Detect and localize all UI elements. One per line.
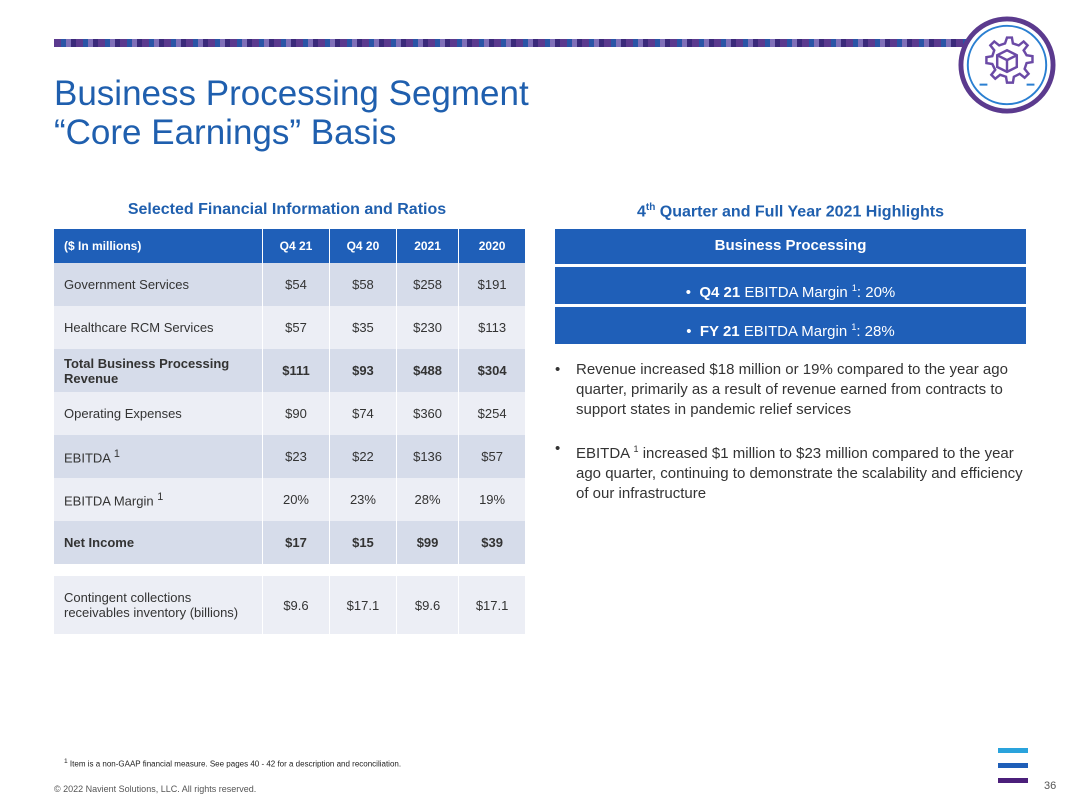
row-label-text: EBITDA bbox=[64, 450, 111, 466]
heading-suffix: th bbox=[645, 202, 656, 213]
title-line-1: Business Processing Segment bbox=[54, 74, 529, 113]
cell: $17.1 bbox=[458, 576, 526, 634]
cell: $254 bbox=[458, 392, 526, 435]
table-row: Government Services $54 $58 $258 $191 bbox=[54, 263, 526, 306]
decorative-stripe bbox=[54, 39, 966, 47]
page-title: Business Processing Segment “Core Earnin… bbox=[54, 74, 529, 152]
cell: $17.1 bbox=[329, 576, 397, 634]
heading-text: Quarter and Full Year 2021 Highlights bbox=[655, 203, 945, 221]
cell: $230 bbox=[396, 306, 460, 349]
cell: $113 bbox=[458, 306, 526, 349]
metric-label: EBITDA Margin bbox=[740, 284, 852, 301]
cell: $191 bbox=[458, 263, 526, 306]
row-label-text: EBITDA Margin bbox=[64, 493, 154, 509]
footnote-marker: 1 bbox=[157, 490, 164, 503]
cell: $17 bbox=[262, 521, 330, 564]
cell: $74 bbox=[329, 392, 397, 435]
column-header: Q4 20 bbox=[329, 229, 397, 263]
highlight-box-fy: • FY 21 EBITDA Margin 1: 28% bbox=[555, 307, 1026, 344]
table-spacer bbox=[54, 564, 526, 576]
metric-label: EBITDA Margin bbox=[739, 323, 852, 340]
table-row: Contingent collections receivables inven… bbox=[54, 576, 526, 634]
row-label: Operating Expenses bbox=[54, 392, 263, 435]
cell: $93 bbox=[329, 349, 397, 392]
brand-bar bbox=[998, 748, 1028, 753]
gear-cube-icon bbox=[958, 16, 1056, 114]
brand-bars-icon bbox=[998, 748, 1028, 793]
cell: $99 bbox=[396, 521, 460, 564]
table-row: EBITDA Margin 1 20% 23% 28% 19% bbox=[54, 478, 526, 521]
table-row: Operating Expenses $90 $74 $360 $254 bbox=[54, 392, 526, 435]
cell: $360 bbox=[396, 392, 460, 435]
cell: $136 bbox=[396, 435, 460, 478]
row-label: Healthcare RCM Services bbox=[54, 306, 263, 349]
column-header: Q4 21 bbox=[262, 229, 330, 263]
cell: $9.6 bbox=[262, 576, 330, 634]
highlight-box-q4: • Q4 21 EBITDA Margin 1: 20% bbox=[555, 267, 1026, 304]
cell: $58 bbox=[329, 263, 397, 306]
row-label: Net Income bbox=[54, 521, 263, 564]
cell: $35 bbox=[329, 306, 397, 349]
row-label: EBITDA 1 bbox=[54, 435, 263, 478]
cell: $488 bbox=[396, 349, 460, 392]
cell: $57 bbox=[262, 306, 330, 349]
brand-bar bbox=[998, 778, 1028, 783]
page-number: 36 bbox=[1044, 780, 1057, 792]
copyright: © 2022 Navient Solutions, LLC. All right… bbox=[54, 784, 257, 794]
highlight-box-title: Business Processing bbox=[555, 229, 1026, 264]
brand-bar bbox=[998, 763, 1028, 768]
table-heading: Selected Financial Information and Ratio… bbox=[127, 201, 447, 218]
bullet-ebitda: EBITDA 1 increased $1 million to $23 mil… bbox=[555, 439, 1025, 504]
metric-value: : 20% bbox=[856, 284, 896, 301]
cell: $15 bbox=[329, 521, 397, 564]
row-label: Government Services bbox=[54, 263, 263, 306]
title-line-2: “Core Earnings” Basis bbox=[54, 113, 397, 152]
cell: $57 bbox=[458, 435, 526, 478]
column-header: ($ In millions) bbox=[54, 229, 263, 263]
footnote-text: Item is a non-GAAP financial measure. Se… bbox=[67, 759, 402, 769]
period-label: FY 21 bbox=[699, 323, 740, 340]
footnote-marker: 1 bbox=[851, 322, 857, 332]
cell: $22 bbox=[329, 435, 397, 478]
footnote: 1 Item is a non-GAAP financial measure. … bbox=[64, 758, 401, 769]
table-row: Total Business Processing Revenue $111 $… bbox=[54, 349, 526, 392]
cell: 20% bbox=[262, 478, 330, 521]
highlights-bullets: Revenue increased $18 million or 19% com… bbox=[555, 360, 1025, 523]
cell: $111 bbox=[262, 349, 330, 392]
bullet-revenue: Revenue increased $18 million or 19% com… bbox=[555, 360, 1025, 420]
financial-table: ($ In millions) Q4 21 Q4 20 2021 2020 Go… bbox=[54, 229, 526, 634]
period-label: Q4 21 bbox=[699, 284, 741, 301]
cell: 23% bbox=[329, 478, 397, 521]
cell: $9.6 bbox=[396, 576, 460, 634]
table-row: Healthcare RCM Services $57 $35 $230 $11… bbox=[54, 306, 526, 349]
footnote-marker: 1 bbox=[113, 447, 120, 460]
column-header: 2021 bbox=[396, 229, 460, 263]
table-row: Net Income $17 $15 $99 $39 bbox=[54, 521, 526, 564]
metric-value: : 28% bbox=[856, 323, 895, 340]
cell: $54 bbox=[262, 263, 330, 306]
row-label: EBITDA Margin 1 bbox=[54, 478, 263, 521]
bullet-text: EBITDA bbox=[576, 445, 634, 462]
row-label: Contingent collections receivables inven… bbox=[54, 576, 263, 634]
cell: $90 bbox=[262, 392, 330, 435]
table-row: EBITDA 1 $23 $22 $136 $57 bbox=[54, 435, 526, 478]
column-header: 2020 bbox=[458, 229, 526, 263]
cell: $23 bbox=[262, 435, 330, 478]
cell: $304 bbox=[458, 349, 526, 392]
highlights-heading: 4th Quarter and Full Year 2021 Highlight… bbox=[555, 202, 1026, 221]
heading-number: 4 bbox=[636, 203, 646, 221]
footnote-marker: 1 bbox=[633, 444, 639, 454]
cell: $258 bbox=[396, 263, 460, 306]
table-header-row: ($ In millions) Q4 21 Q4 20 2021 2020 bbox=[54, 229, 526, 263]
footnote-marker: 1 bbox=[64, 758, 68, 765]
footnote-marker: 1 bbox=[851, 283, 857, 293]
cell: 28% bbox=[396, 478, 460, 521]
spacer-cell bbox=[54, 564, 526, 576]
cell: 19% bbox=[458, 478, 526, 521]
row-label: Total Business Processing Revenue bbox=[54, 349, 263, 392]
cell: $39 bbox=[458, 521, 526, 564]
bullet-text: increased $1 million to $23 million comp… bbox=[576, 445, 1023, 502]
